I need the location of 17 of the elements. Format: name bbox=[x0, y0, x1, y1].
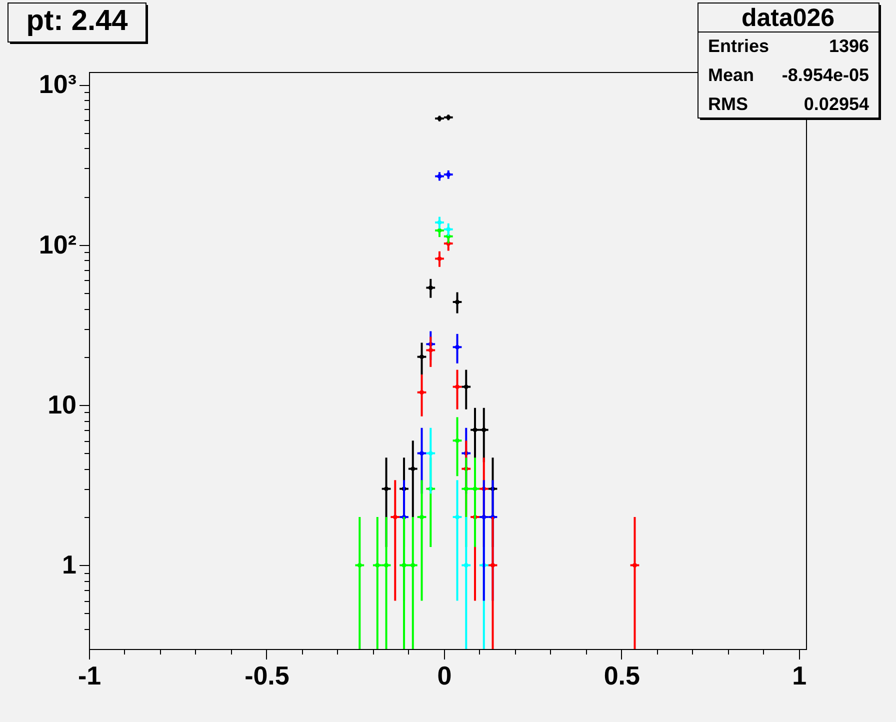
y-tick-label: 10³ bbox=[38, 69, 77, 100]
x-tick-label: -0.5 bbox=[244, 660, 290, 690]
chart-title: pt: 2.44 bbox=[26, 5, 128, 37]
text: Entries bbox=[708, 36, 770, 56]
annotation: Mean bbox=[708, 65, 754, 85]
y-tick-label: 10² bbox=[38, 229, 77, 260]
annotation: 0.02954 bbox=[804, 94, 869, 114]
y-tick-label: 10 bbox=[48, 390, 76, 420]
x-tick-label: -1 bbox=[78, 660, 102, 690]
annotation: RMS bbox=[708, 94, 748, 114]
x-tick-label: 1 bbox=[792, 660, 807, 690]
x-tick-label: 0.5 bbox=[604, 660, 640, 690]
text: data026 bbox=[741, 4, 835, 32]
x-tick-label: 0 bbox=[437, 660, 452, 690]
text: 1396 bbox=[828, 36, 869, 56]
annotation: -8.954e-05 bbox=[782, 65, 869, 85]
y-tick-label: 1 bbox=[62, 550, 76, 580]
